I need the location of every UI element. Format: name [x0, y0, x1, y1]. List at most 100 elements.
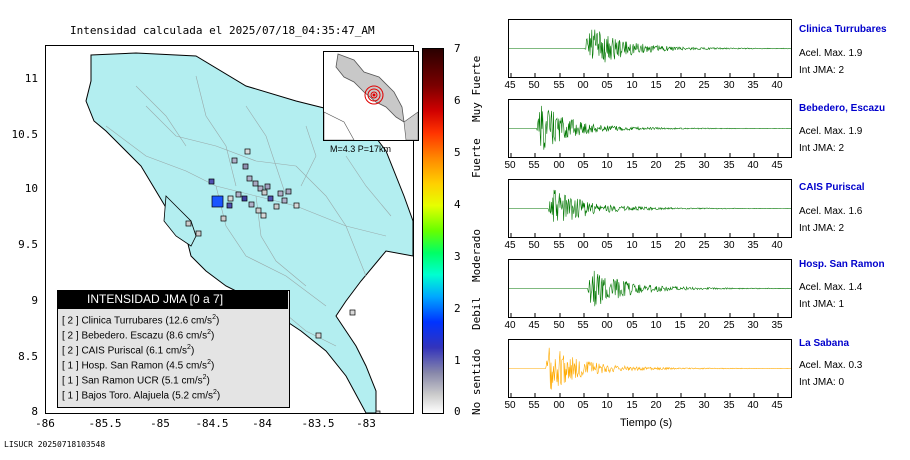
station-name[interactable]: La Sabana — [799, 338, 850, 349]
time-tick-label: 05 — [601, 240, 613, 251]
time-tick-label: 00 — [553, 160, 565, 171]
inset-canvas — [323, 53, 419, 141]
time-tick-label: 20 — [650, 400, 662, 411]
time-tick-label: 40 — [771, 240, 783, 251]
seismogram-trace — [509, 189, 791, 237]
legend-item: [ 1 ] Hosp. San Ramon (4.5 cm/s2) — [62, 359, 215, 372]
time-tick-label: 45 — [771, 400, 783, 411]
time-axis-label: Tiempo (s) — [620, 417, 673, 429]
seismogram-panel[interactable] — [508, 339, 792, 398]
time-tick-label: 50 — [504, 400, 516, 411]
road-network — [105, 75, 392, 347]
legend-item: [ 2 ] Bebedero. Escazu (8.6 cm/s2) — [62, 329, 215, 342]
time-tick-label: 00 — [601, 320, 613, 331]
time-tick-label: 35 — [723, 160, 735, 171]
time-tick-label: 00 — [553, 400, 565, 411]
map-x-tick: -86 — [35, 417, 55, 430]
map-x-tick: -85 — [150, 417, 170, 430]
time-tick-label: 25 — [698, 240, 710, 251]
time-tick-label: 10 — [626, 80, 638, 91]
colorbar-tick: 3 — [454, 250, 461, 263]
time-tick-label: 05 — [577, 160, 589, 171]
colorbar-tick: 1 — [454, 354, 461, 367]
time-tick-label: 15 — [650, 240, 662, 251]
time-tick-label: 30 — [723, 240, 735, 251]
time-tick-label: 25 — [723, 320, 735, 331]
intensity-colorbar — [422, 48, 444, 414]
map-y-tick: 11 — [24, 72, 38, 85]
seismogram-panel[interactable] — [508, 19, 792, 78]
map-x-tick: -85.5 — [88, 417, 122, 430]
legend-item: [ 2 ] Clinica Turrubares (12.6 cm/s2) — [62, 314, 220, 327]
time-tick-label: 05 — [577, 400, 589, 411]
time-tick-label: 25 — [698, 80, 710, 91]
station-name[interactable]: CAIS Puriscal — [799, 182, 865, 193]
legend-item: [ 2 ] CAIS Puriscal (6.1 cm/s2) — [62, 344, 195, 357]
time-tick-label: 00 — [577, 80, 589, 91]
time-tick-label: 40 — [504, 320, 516, 331]
station-name[interactable]: Hosp. San Ramon — [799, 259, 885, 270]
time-tick-label: 45 — [771, 160, 783, 171]
time-tick-label: 15 — [626, 160, 638, 171]
epicenter-inset-map — [323, 51, 419, 141]
waveform-line — [509, 189, 791, 222]
seismogram-trace — [509, 347, 791, 397]
time-tick-label: 55 — [553, 240, 565, 251]
time-tick-label: 20 — [674, 80, 686, 91]
footer-id: LISUCR 20250718103548 — [4, 440, 106, 449]
legend-item: [ 1 ] Bajos Toro. Alajuela (5.2 cm/s2) — [62, 389, 221, 402]
time-tick-label: 30 — [698, 400, 710, 411]
colorbar-tick: 7 — [454, 42, 461, 55]
time-tick-label: 40 — [747, 160, 759, 171]
time-tick-label: 30 — [698, 160, 710, 171]
time-tick-label: 05 — [626, 320, 638, 331]
map-x-tick: -84 — [252, 417, 272, 430]
station-accel: Acel. Max. 1.9 — [799, 48, 863, 59]
colorbar-label: Fuerte — [470, 138, 483, 178]
epicenter-icon — [364, 85, 384, 105]
nicoya-peninsula — [163, 195, 197, 247]
time-tick-label: 15 — [650, 80, 662, 91]
station-accel: Acel. Max. 1.9 — [799, 126, 863, 137]
time-tick-label: 35 — [747, 240, 759, 251]
waveform-line — [509, 270, 791, 307]
time-tick-label: 10 — [626, 240, 638, 251]
time-tick-label: 35 — [723, 400, 735, 411]
seismogram-panel[interactable] — [508, 99, 792, 158]
time-tick-label: 50 — [553, 320, 565, 331]
station-accel: Acel. Max. 1.4 — [799, 282, 863, 293]
time-tick-label: 25 — [674, 160, 686, 171]
station-name[interactable]: Clinica Turrubares — [799, 24, 887, 35]
map-y-tick: 10.5 — [11, 128, 39, 141]
time-tick-label: 25 — [674, 400, 686, 411]
time-tick-label: 55 — [553, 80, 565, 91]
time-tick-label: 50 — [528, 80, 540, 91]
station-jma: Int JMA: 2 — [799, 223, 845, 234]
station-markers — [185, 148, 381, 413]
time-tick-label: 55 — [577, 320, 589, 331]
legend-item: [ 1 ] San Ramon UCR (5.1 cm/s2) — [62, 374, 210, 387]
waveform-line — [509, 347, 791, 390]
time-tick-label: 55 — [528, 160, 540, 171]
map-x-tick: -83.5 — [301, 417, 335, 430]
map-x-tick: -84.5 — [195, 417, 229, 430]
station-jma: Int JMA: 2 — [799, 65, 845, 76]
time-tick-label: 40 — [771, 80, 783, 91]
time-tick-label: 45 — [504, 240, 516, 251]
waveform-line — [509, 29, 791, 63]
time-tick-label: 20 — [674, 240, 686, 251]
map-canvas — [85, 52, 413, 413]
colorbar-tick: 5 — [454, 146, 461, 159]
seismogram-panel[interactable] — [508, 179, 792, 238]
time-tick-label: 40 — [747, 400, 759, 411]
time-tick-label: 05 — [601, 80, 613, 91]
magnitude-depth-label: M=4.3 P=17km — [330, 144, 392, 154]
time-tick-label: 35 — [747, 80, 759, 91]
map-x-tick: -83 — [356, 417, 376, 430]
station-name[interactable]: Bebedero, Escazu — [799, 103, 886, 114]
intensity-legend — [57, 290, 290, 408]
colorbar-tick: 0 — [454, 405, 461, 418]
colorbar-label: Muy Fuerte — [470, 55, 483, 122]
seismogram-panel[interactable] — [508, 259, 792, 318]
seismogram-trace — [509, 270, 791, 317]
